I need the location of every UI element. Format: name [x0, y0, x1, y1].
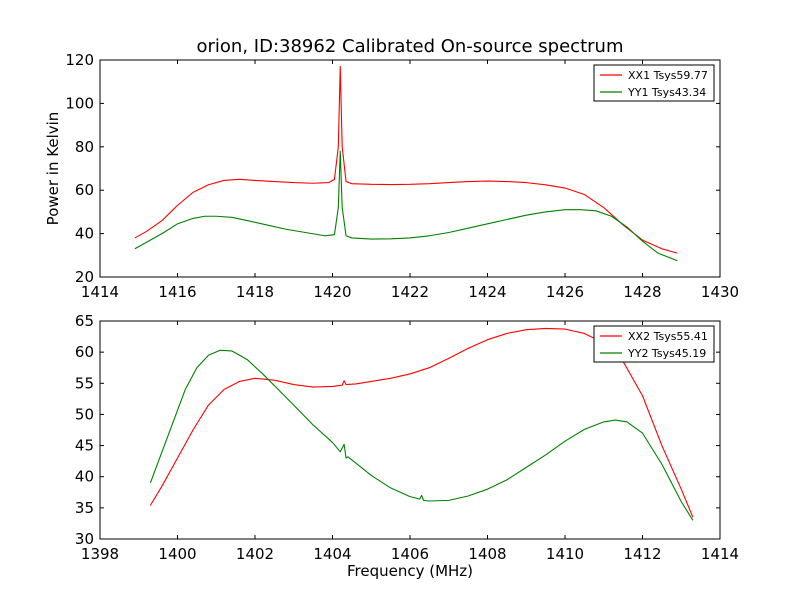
x-tick-label: 1400 — [158, 545, 196, 563]
x-tick-label: 1406 — [391, 545, 429, 563]
y-tick-label: 120 — [65, 51, 94, 69]
x-tick-label: 1402 — [236, 545, 274, 563]
legend-box — [593, 325, 715, 363]
bottom-spectrum-plot: 1398 1400 1402 1404 1406 1408 1410 1412 1414 30 35… — [75, 312, 739, 580]
x-tick-label: 1418 — [236, 283, 274, 301]
legend-label: XX2 Tsys55.41 — [628, 330, 708, 343]
legend-label: XX1 Tsys59.77 — [628, 69, 708, 82]
x-tick-label: 1422 — [391, 283, 429, 301]
y-tick-label: 80 — [75, 138, 94, 156]
y-tick-label: 100 — [65, 94, 94, 112]
series-line-yy-panel-1 — [134, 150, 678, 262]
y-tick-label: 60 — [75, 343, 94, 361]
series-line-xx-panel-1 — [134, 65, 678, 254]
legend-box — [593, 64, 715, 102]
x-axis-label: Frequency (MHz) — [347, 562, 473, 580]
x-tick-label: 1430 — [701, 283, 739, 301]
x-tick-label: 1414 — [81, 283, 119, 301]
y-axis-label: Power in Kelvin — [44, 112, 62, 226]
legend-label: YY2 Tsys45.19 — [627, 347, 706, 360]
y-tick-label: 60 — [75, 181, 94, 199]
y-tick-label: 40 — [75, 468, 94, 486]
y-tick-label: 40 — [75, 225, 94, 243]
series-line-yy-panel-2 — [149, 349, 694, 521]
x-tick-label: 1428 — [623, 283, 661, 301]
legend: XX1 Tsys59.77 YY1 Tsys43.34 — [593, 64, 715, 102]
y-tick-label: 35 — [75, 499, 94, 517]
x-tick-label: 1420 — [313, 283, 351, 301]
figure-title: orion, ID:38962 Calibrated On-source spe… — [197, 36, 624, 57]
x-tick-label: 1408 — [468, 545, 506, 563]
x-tick-label: 1412 — [623, 545, 661, 563]
legend-label: YY1 Tsys43.34 — [627, 86, 706, 99]
x-tick-label: 1414 — [701, 545, 739, 563]
y-tick-label: 55 — [75, 374, 94, 392]
x-tick-label: 1410 — [546, 545, 584, 563]
y-tick-label: 30 — [75, 530, 94, 548]
x-tick-label: 1404 — [313, 545, 351, 563]
x-tick-label: 1398 — [81, 545, 119, 563]
top-spectrum-plot: 1414 1416 1418 1420 1422 1424 1426 1428 1430 20 40… — [44, 51, 739, 301]
y-tick-label: 20 — [75, 268, 94, 286]
y-tick-label: 50 — [75, 405, 94, 423]
legend: XX2 Tsys55.41 YY2 Tsys45.19 — [593, 325, 715, 363]
y-tick-label: 65 — [75, 312, 94, 330]
x-tick-label: 1416 — [158, 283, 196, 301]
x-tick-label: 1424 — [468, 283, 506, 301]
x-tick-label: 1426 — [546, 283, 584, 301]
y-tick-label: 45 — [75, 437, 94, 455]
